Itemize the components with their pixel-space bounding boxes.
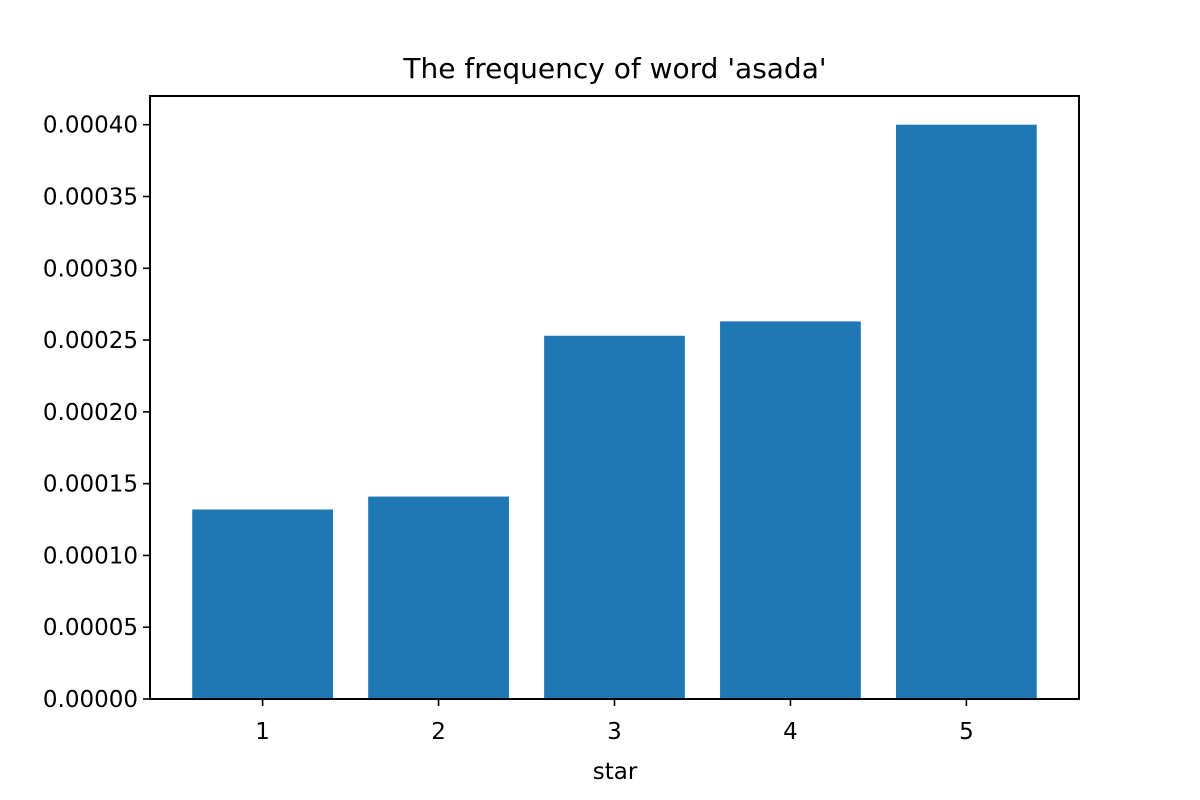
y-tick-label: 0.00035: [43, 185, 138, 211]
y-tick-label: 0.00040: [43, 113, 138, 139]
bar-2: [368, 496, 509, 699]
y-tick-label: 0.00025: [43, 328, 138, 354]
x-tick-label: 4: [783, 719, 798, 745]
bar-4: [720, 321, 861, 699]
bar-3: [544, 335, 685, 699]
y-tick-label: 0.00010: [43, 543, 138, 569]
bars-group: [192, 124, 1037, 699]
y-tick-label: 0.00005: [43, 615, 138, 641]
y-tick-label: 0.00020: [43, 400, 138, 426]
y-tick-label: 0.00000: [43, 687, 138, 713]
x-tick-label: 3: [607, 719, 622, 745]
x-tick-label: 2: [431, 719, 446, 745]
x-tick-label: 1: [255, 719, 270, 745]
y-tick-label: 0.00015: [43, 472, 138, 498]
bar-1: [192, 509, 333, 699]
x-tick-label: 5: [959, 719, 974, 745]
y-tick-label: 0.00030: [43, 256, 138, 282]
y-axis: 0.00000 0.00005 0.00010 0.00015 0.00020 0.000…: [43, 113, 150, 713]
x-axis-label: star: [593, 759, 638, 785]
bar-5: [896, 124, 1037, 699]
chart-title: The frequency of word 'asada': [402, 52, 826, 85]
x-axis: 1 2 3 4 5: [255, 699, 974, 745]
